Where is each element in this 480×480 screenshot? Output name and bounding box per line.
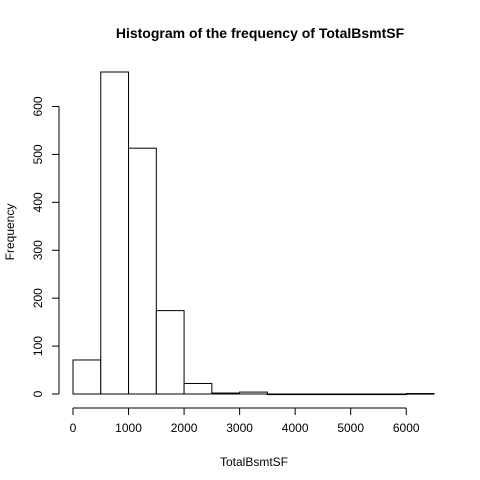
- y-tick-label: 100: [31, 336, 45, 356]
- x-tick-label: 5000: [337, 421, 364, 435]
- x-axis: 0 1000 2000 3000 4000 5000 6000: [70, 407, 420, 435]
- histogram-bar: [266, 393, 296, 396]
- chart-title: Histogram of the frequency of TotalBsmtS…: [116, 25, 405, 41]
- y-tick-label: 200: [31, 288, 45, 308]
- histogram-bar: [322, 393, 352, 396]
- x-axis-label: TotalBsmtSF: [220, 455, 288, 469]
- histogram-bars: [72, 71, 435, 396]
- histogram-bar: [211, 392, 241, 395]
- histogram-bar: [350, 393, 379, 396]
- histogram-bar: [72, 359, 102, 395]
- x-tick-label: 6000: [393, 421, 420, 435]
- histogram-bar: [128, 147, 157, 395]
- y-tick-label: 400: [31, 192, 45, 212]
- x-tick-label: 2000: [171, 421, 198, 435]
- x-tick-label: 0: [70, 421, 77, 435]
- y-axis-label: Frequency: [3, 204, 17, 261]
- x-tick-label: 4000: [282, 421, 309, 435]
- y-tick-label: 300: [31, 240, 45, 260]
- histogram-bar: [100, 71, 130, 395]
- histogram-bar: [405, 393, 435, 395]
- histogram-bar: [377, 393, 407, 396]
- histogram-bar: [294, 393, 324, 396]
- y-tick-label: 500: [31, 144, 45, 164]
- y-axis: 0 100 200 300 400 500 600: [31, 96, 60, 397]
- histogram-bar: [183, 382, 213, 395]
- x-tick-label: 3000: [226, 421, 253, 435]
- y-tick-label: 0: [31, 390, 45, 397]
- y-tick-label: 600: [31, 96, 45, 116]
- x-tick-label: 1000: [115, 421, 142, 435]
- histogram-bar: [239, 391, 268, 395]
- histogram-bar: [155, 310, 185, 395]
